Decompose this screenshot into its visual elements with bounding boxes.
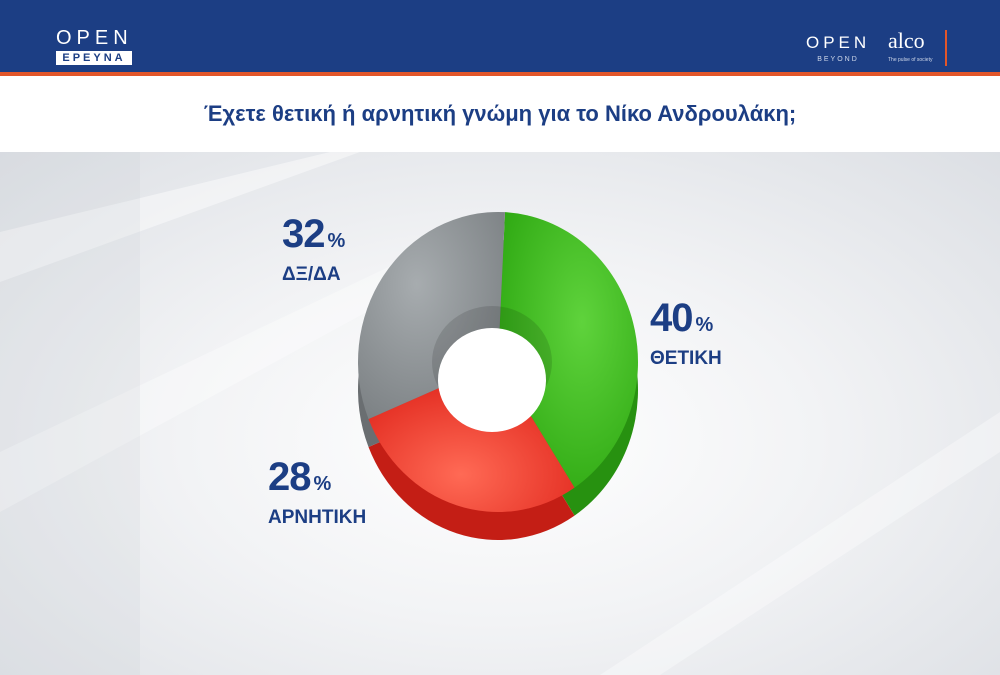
slice-positive (498, 212, 639, 488)
logo-sub-text: ΕΡΕΥΝΑ (56, 51, 132, 65)
logo-open-text: OPEN (56, 27, 133, 49)
category-dont-know: ΔΞ/ΔΑ (282, 264, 341, 285)
category-negative: ΑΡΝΗΤΙΚΗ (268, 507, 367, 528)
donut-chart (358, 212, 639, 540)
open-beyond-logo: OPEN BEYOND (806, 33, 871, 64)
background-decoration (0, 152, 1000, 675)
open-erevna-logo: OPEN ΕΡΕΥΝΑ (56, 28, 132, 65)
slice-negative (368, 362, 575, 512)
value-dont-know: 32 (282, 212, 325, 256)
percent-sign-dont-know: % (327, 230, 346, 252)
alco-name: alco (888, 28, 925, 53)
open-beyond-open-text: OPEN (806, 33, 871, 52)
header-bar: OPEN ΕΡΕΥΝΑ OPEN BEYOND alco The pulse o… (0, 0, 1000, 76)
value-positive: 40 (650, 296, 693, 340)
open-beyond-sub-text: BEYOND (817, 56, 859, 63)
label-negative: 28% ΑΡΝΗΤΙΚΗ (268, 457, 366, 529)
chart-area: 40% ΘΕΤΙΚΗ 28% ΑΡΝΗΤΙΚΗ 32% ΔΞ/ΔΑ (0, 152, 1000, 675)
alco-tagline: The pulse of society (888, 57, 933, 63)
donut-hole (438, 328, 546, 432)
alco-divider (945, 30, 947, 66)
percent-sign-positive: % (695, 314, 714, 336)
percent-sign-negative: % (313, 473, 332, 495)
alco-logo: alco The pulse of society (888, 28, 933, 64)
label-positive: 40% ΘΕΤΙΚΗ (650, 298, 722, 370)
value-negative: 28 (268, 455, 311, 499)
question-title: Έχετε θετική ή αρνητική γνώμη για το Νίκ… (203, 101, 797, 126)
label-dont-know: 32% ΔΞ/ΔΑ (282, 212, 346, 286)
category-positive: ΘΕΤΙΚΗ (650, 348, 722, 369)
